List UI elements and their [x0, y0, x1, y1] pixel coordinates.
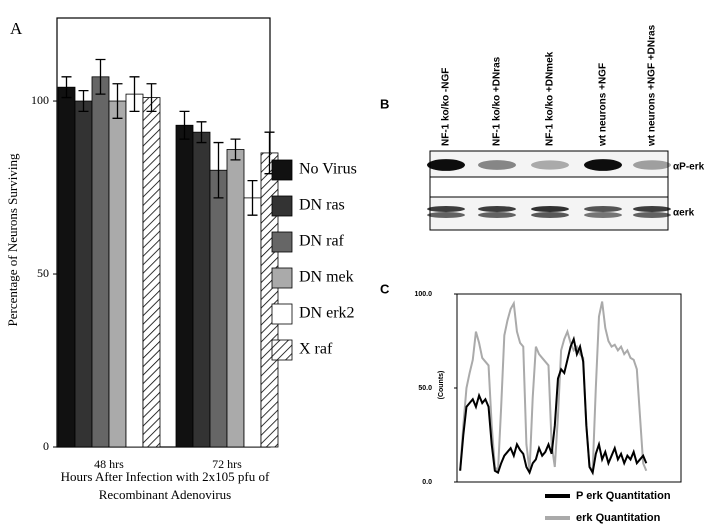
- line: [459, 335, 648, 476]
- band: [633, 212, 671, 218]
- legend-label: DN raf: [299, 233, 345, 250]
- legend-swatch: [271, 267, 293, 289]
- x-tick-label: 48 hrs: [94, 457, 124, 471]
- y-axis-label: (Counts): [438, 371, 445, 400]
- lane-label: NF-1 ko/ko +DNmek: [545, 51, 556, 146]
- row-label: αerk: [673, 208, 695, 219]
- bar: [175, 124, 194, 448]
- legend-label: No Virus: [299, 161, 357, 178]
- y-tick-label: 50.0: [418, 385, 432, 392]
- legend-label: erk Quantitation: [576, 512, 661, 524]
- line: [459, 300, 648, 474]
- bar: [91, 76, 110, 448]
- band: [584, 206, 622, 212]
- bar: [108, 100, 127, 448]
- y-tick-label: 0.0: [422, 479, 432, 486]
- legend-label: DN erk2: [299, 305, 355, 322]
- legend-label: DN ras: [299, 197, 345, 214]
- band: [427, 206, 465, 212]
- band: [531, 206, 569, 212]
- bar: [57, 86, 76, 448]
- error-bar: [129, 76, 140, 113]
- blot-strip: [429, 176, 669, 198]
- legend-swatch: [271, 339, 293, 361]
- band: [478, 206, 516, 212]
- error-bar: [196, 121, 207, 144]
- band: [427, 212, 465, 218]
- bar: [192, 131, 211, 448]
- legend-swatch: [271, 159, 293, 181]
- y-tick-label: 0: [43, 439, 49, 453]
- band: [478, 212, 516, 218]
- legend-swatch: [271, 195, 293, 217]
- band: [633, 160, 671, 170]
- bar: [125, 93, 144, 448]
- band: [584, 159, 622, 171]
- band: [531, 212, 569, 218]
- y-tick-label: 100: [31, 93, 49, 107]
- panel-label: A: [10, 19, 23, 38]
- legend-label: X raf: [299, 341, 333, 358]
- bar: [74, 100, 93, 448]
- bar: [243, 197, 262, 448]
- error-bar: [112, 83, 123, 119]
- error-bar: [247, 179, 258, 216]
- error-bar: [230, 138, 241, 161]
- row-label: αP-erk: [673, 162, 705, 173]
- band: [531, 160, 569, 170]
- band: [427, 159, 465, 171]
- error-bar: [61, 76, 72, 99]
- lane-label: NF-1 ko/ko -NGF: [441, 68, 452, 146]
- band: [584, 212, 622, 218]
- error-bar: [78, 90, 89, 113]
- lane-label: NF-1 ko/ko +DNras: [492, 56, 503, 146]
- bar: [142, 97, 161, 448]
- y-axis-label: Percentage of Neurons Surviving: [5, 153, 20, 326]
- blot-strip: [429, 150, 669, 178]
- legend-label: DN mek: [299, 269, 354, 286]
- lane-label: wt neurons +NGF: [598, 63, 609, 147]
- x-tick-label: 72 hrs: [212, 457, 242, 471]
- panel-label: B: [380, 96, 389, 111]
- bar: [226, 149, 245, 448]
- x-axis-label: Hours After Infection with 2x105 pfu of …: [60, 469, 270, 502]
- legend-swatch: [271, 303, 293, 325]
- y-tick-label: 50: [37, 266, 49, 280]
- panel-label: C: [380, 281, 390, 296]
- band: [478, 160, 516, 170]
- legend-label: P erk Quantitation: [576, 490, 671, 502]
- lane-label: wt neurons +NGF +DNras: [647, 24, 658, 147]
- bar: [209, 169, 228, 448]
- band: [633, 206, 671, 212]
- error-bar: [95, 58, 106, 95]
- y-tick-label: 100.0: [414, 291, 432, 298]
- legend-swatch: [271, 231, 293, 253]
- error-bar: [146, 83, 157, 113]
- error-bar: [213, 141, 224, 199]
- error-bar: [179, 110, 190, 140]
